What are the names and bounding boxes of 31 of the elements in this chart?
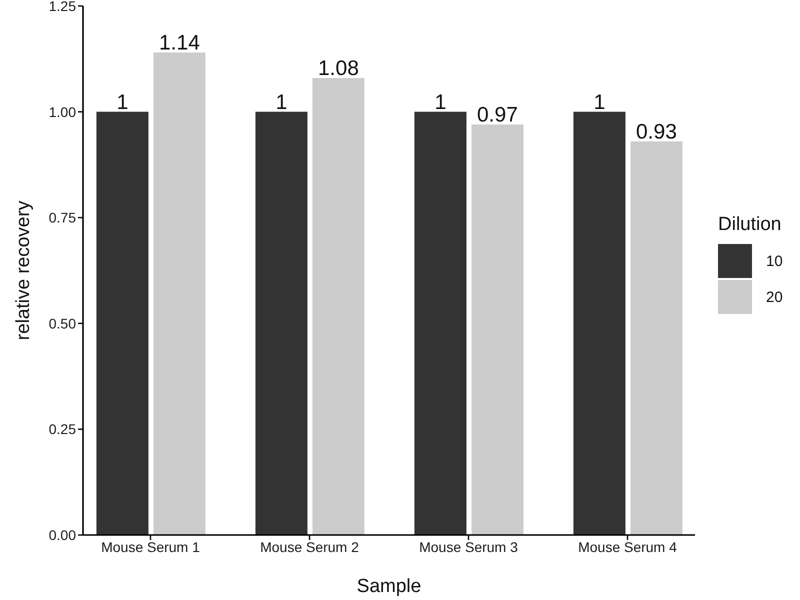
legend-label: 10 xyxy=(766,252,783,270)
y-tick-label: 0.25 xyxy=(48,421,76,438)
y-tick-label: 0.50 xyxy=(48,315,76,332)
data-label: 1 xyxy=(594,90,606,114)
x-axis-title: Sample xyxy=(356,576,422,597)
x-tick-label: Mouse Serum 3 xyxy=(419,538,518,555)
y-tick-label: 1.00 xyxy=(48,104,76,120)
x-tick-label: Mouse Serum 1 xyxy=(101,538,200,555)
y-tick-label: 1.25 xyxy=(48,0,76,14)
bar xyxy=(573,112,626,535)
data-label: 1.08 xyxy=(318,56,359,80)
data-label: 1 xyxy=(116,90,128,114)
x-tick-label: Mouse Serum 4 xyxy=(578,538,678,555)
bar xyxy=(153,52,206,535)
x-tick-label: Mouse Serum 2 xyxy=(260,538,360,555)
data-label: 1 xyxy=(276,90,288,114)
bar xyxy=(471,124,524,535)
data-label: 0.97 xyxy=(477,103,518,126)
legend-title: Dilution xyxy=(718,214,782,236)
bar xyxy=(255,112,308,535)
y-tick-label: 0.75 xyxy=(48,210,76,226)
data-label: 1.14 xyxy=(159,32,200,55)
y-tick-label: 0.00 xyxy=(48,526,76,543)
y-axis-title: relative recovery xyxy=(13,200,34,340)
bar xyxy=(414,112,466,535)
legend-label: 20 xyxy=(766,288,783,306)
data-label: 1 xyxy=(434,90,446,114)
bar xyxy=(630,141,682,535)
bar xyxy=(96,112,148,535)
data-label: 0.93 xyxy=(636,120,677,144)
bar xyxy=(312,78,364,535)
